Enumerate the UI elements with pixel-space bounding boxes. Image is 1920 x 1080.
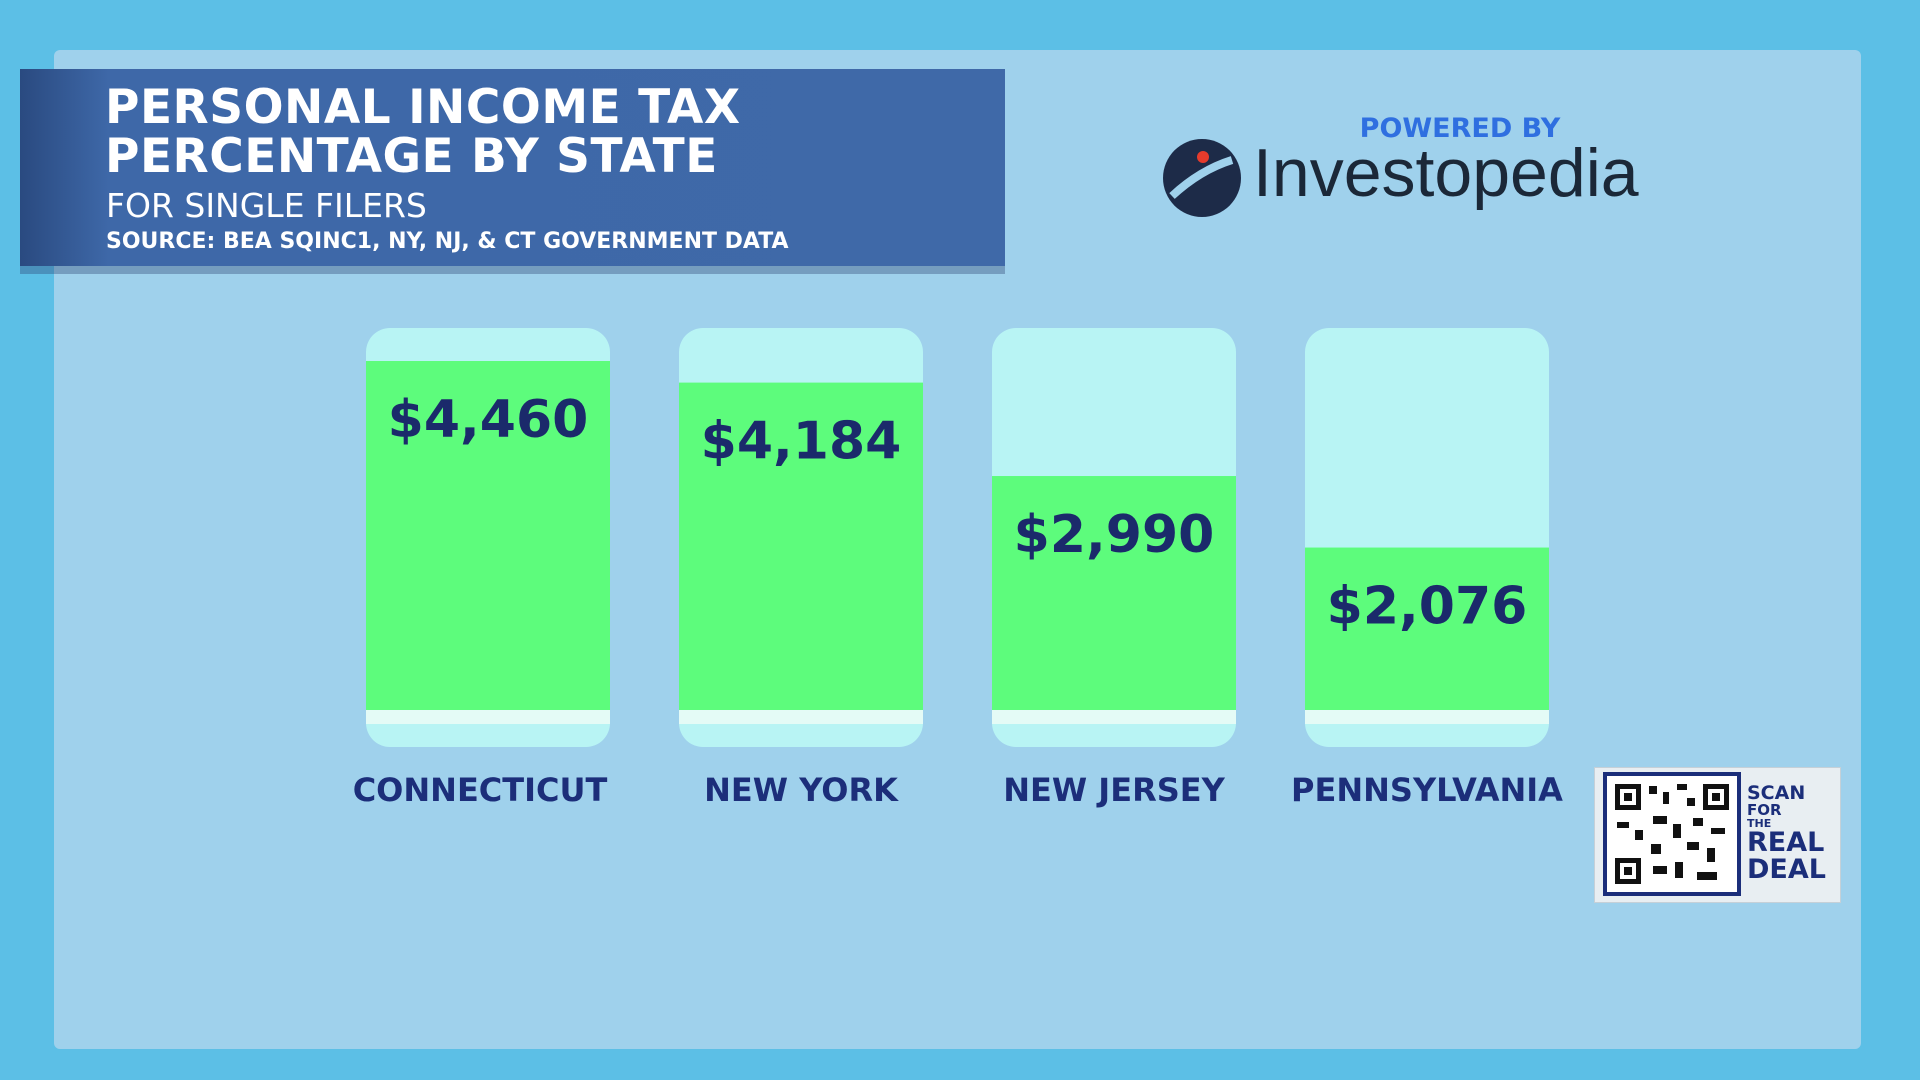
title: PERSONAL INCOME TAX PERCENTAGE BY STATE	[105, 80, 741, 184]
bar	[679, 382, 923, 710]
bar	[992, 476, 1236, 710]
header: PERSONAL INCOME TAX PERCENTAGE BY STATE …	[20, 69, 1005, 266]
qr-word: REAL	[1747, 827, 1825, 858]
bar-base	[366, 710, 610, 724]
bar-base	[679, 710, 923, 724]
qr-word: DEAL	[1747, 854, 1826, 885]
brand-name: Investopedia	[1253, 135, 1639, 211]
qr-word: FOR	[1747, 801, 1782, 819]
qr-text: SCAN FOR THE REAL DEAL	[1747, 782, 1826, 885]
qr-box: SCAN FOR THE REAL DEAL	[1594, 767, 1841, 903]
powered-by: POWERED BY	[1359, 113, 1561, 144]
bar-base	[1305, 710, 1549, 724]
category-label: NEW JERSEY	[1003, 771, 1225, 809]
value-label: $4,184	[701, 412, 902, 472]
qr-code	[1603, 772, 1741, 896]
bar	[366, 361, 610, 710]
category-label: PENNSYLVANIA	[1291, 771, 1563, 809]
value-label: $2,990	[1014, 505, 1215, 565]
category-label: NEW YORK	[704, 771, 899, 809]
bar	[1305, 547, 1549, 710]
subtitle: FOR SINGLE FILERS	[106, 186, 427, 225]
qr-word: SCAN	[1747, 782, 1806, 804]
qr-word: THE	[1747, 817, 1772, 830]
brand-logo	[1163, 139, 1241, 217]
source: SOURCE: BEA SQINC1, NY, NJ, & CT GOVERNM…	[106, 229, 789, 254]
category-label: CONNECTICUT	[353, 771, 608, 809]
value-label: $2,076	[1327, 577, 1528, 637]
value-label: $4,460	[388, 390, 589, 450]
bar-base	[992, 710, 1236, 724]
